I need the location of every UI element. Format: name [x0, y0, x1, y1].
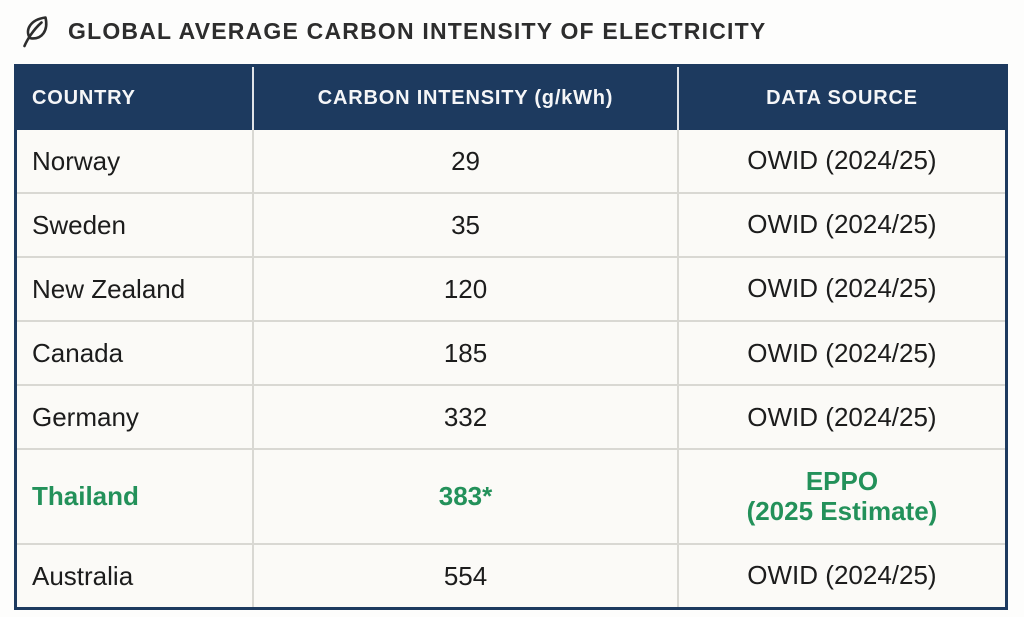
table-row: Thailand 383* EPPO (2025 Estimate) [17, 448, 1005, 544]
country-cell: Canada [17, 322, 255, 385]
source-cell: OWID (2024/25) [747, 337, 937, 368]
source-cell: OWID (2024/25) [747, 209, 937, 240]
table-row: Germany 332 OWID (2024/25) [17, 384, 1005, 449]
intensity-cell: 332 [254, 386, 679, 449]
intensity-cell: 185 [254, 322, 679, 385]
intensity-cell: 120 [254, 258, 679, 321]
source-cell: OWID (2024/25) [747, 401, 937, 432]
intensity-cell: 554 [254, 545, 679, 608]
intensity-cell: 35 [254, 194, 679, 257]
table-row: Norway 29 OWID (2024/25) [17, 130, 1005, 193]
country-cell: Norway [17, 130, 255, 193]
country-cell: Thailand [17, 450, 255, 544]
table-row: Sweden 35 OWID (2024/25) [17, 192, 1005, 257]
title-bar: GLOBAL AVERAGE CARBON INTENSITY OF ELECT… [0, 0, 1024, 58]
column-header-country: COUNTRY [17, 67, 255, 130]
table-header-row: COUNTRY CARBON INTENSITY (g/kWh) DATA SO… [17, 67, 1005, 130]
page-title: GLOBAL AVERAGE CARBON INTENSITY OF ELECT… [68, 17, 767, 44]
column-header-source: DATA SOURCE [766, 87, 918, 109]
intensity-cell: 383* [254, 450, 679, 544]
source-cell: OWID (2024/25) [747, 145, 937, 176]
column-header-intensity: CARBON INTENSITY (g/kWh) [254, 67, 679, 130]
table-row: New Zealand 120 OWID (2024/25) [17, 256, 1005, 321]
country-cell: Australia [17, 545, 255, 608]
source-cell: OWID (2024/25) [747, 560, 937, 591]
source-cell: EPPO (2025 Estimate) [746, 466, 938, 526]
source-cell: OWID (2024/25) [747, 273, 937, 304]
country-cell: Sweden [17, 194, 255, 257]
carbon-intensity-table: COUNTRY CARBON INTENSITY (g/kWh) DATA SO… [14, 64, 1008, 610]
leaf-icon [20, 13, 54, 49]
table-row: Australia 554 OWID (2024/25) [17, 543, 1005, 608]
country-cell: Germany [17, 386, 255, 449]
country-cell: New Zealand [17, 258, 255, 321]
table-row: Canada 185 OWID (2024/25) [17, 320, 1005, 385]
intensity-cell: 29 [254, 130, 679, 193]
table-body: Norway 29 OWID (2024/25) Sweden 35 OWID (2024… [17, 130, 1005, 608]
